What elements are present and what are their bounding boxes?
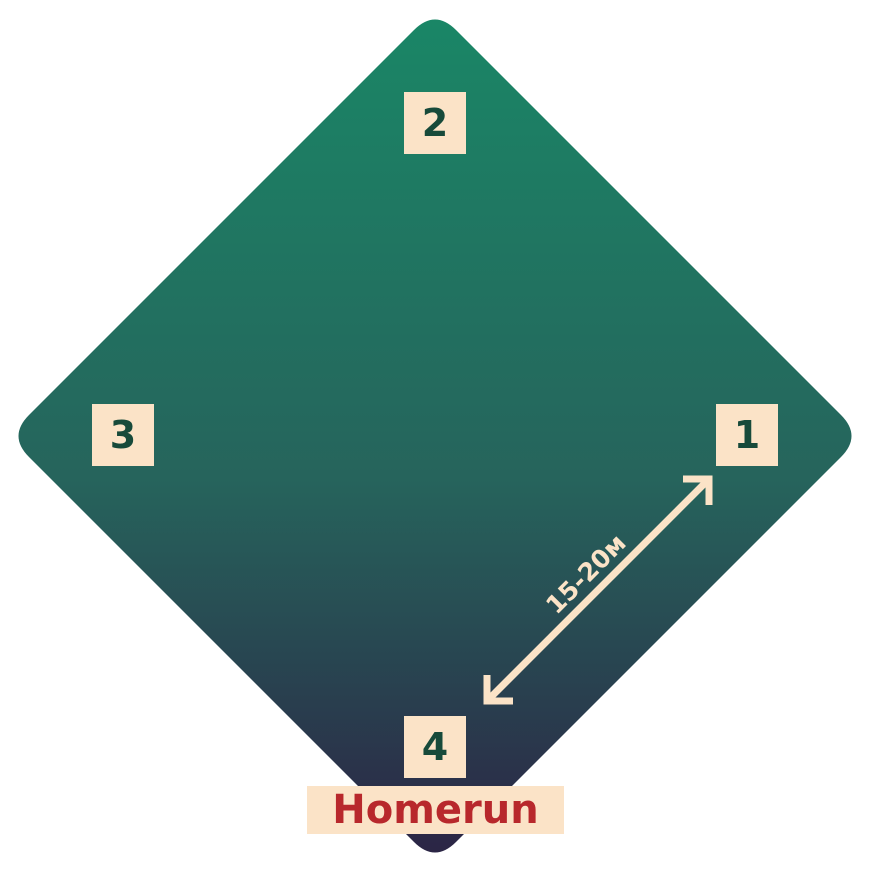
homerun-label: Homerun: [307, 786, 564, 834]
distance-arrow: [483, 475, 713, 705]
third-base: 3: [92, 404, 154, 466]
first-base: 1: [716, 404, 778, 466]
second-base: 2: [404, 92, 466, 154]
field-diamond: [18, 19, 852, 853]
home-base: 4: [404, 716, 466, 778]
